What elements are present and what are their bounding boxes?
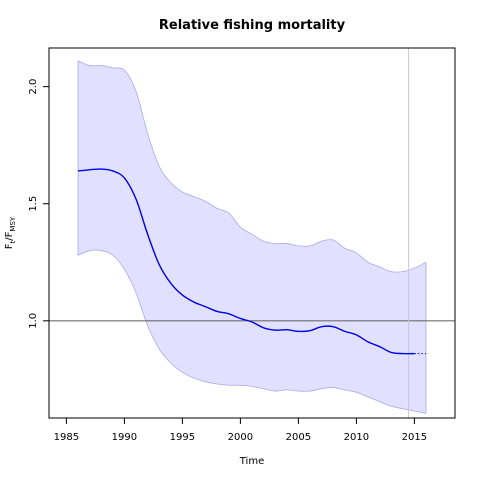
x-tick-label: 2015 [402, 432, 427, 443]
y-axis: 1.0 1.5 2.0 [28, 79, 49, 329]
plot-area [49, 48, 455, 418]
x-tick-label: 2010 [344, 432, 369, 443]
y-axis-label: Ft/FMSY [4, 216, 17, 249]
y-label-sub2: MSY [9, 216, 17, 231]
y-tick-label: 1.0 [28, 313, 39, 329]
lower-bound-line [77, 249, 427, 414]
y-label-sep: /F [4, 231, 15, 240]
y-label-sub1: t [9, 240, 17, 243]
x-axis-label: Time [239, 456, 264, 467]
confidence-band [78, 60, 426, 414]
x-tick-label: 1995 [170, 432, 195, 443]
chart-title: Relative fishing mortality [159, 18, 346, 33]
x-tick-label: 1985 [54, 432, 79, 443]
x-axis: 1985 1990 1995 2000 2005 2010 2015 [54, 418, 427, 443]
x-tick-label: 2000 [228, 432, 253, 443]
x-tick-label: 1990 [112, 432, 137, 443]
plot-frame [48, 47, 456, 419]
y-label-main: F [4, 243, 15, 249]
upper-bound-line [77, 60, 427, 273]
y-tick-label: 1.5 [28, 196, 39, 212]
estimate-line [77, 168, 415, 355]
y-tick-label: 2.0 [28, 79, 39, 95]
x-tick-label: 2005 [286, 432, 311, 443]
